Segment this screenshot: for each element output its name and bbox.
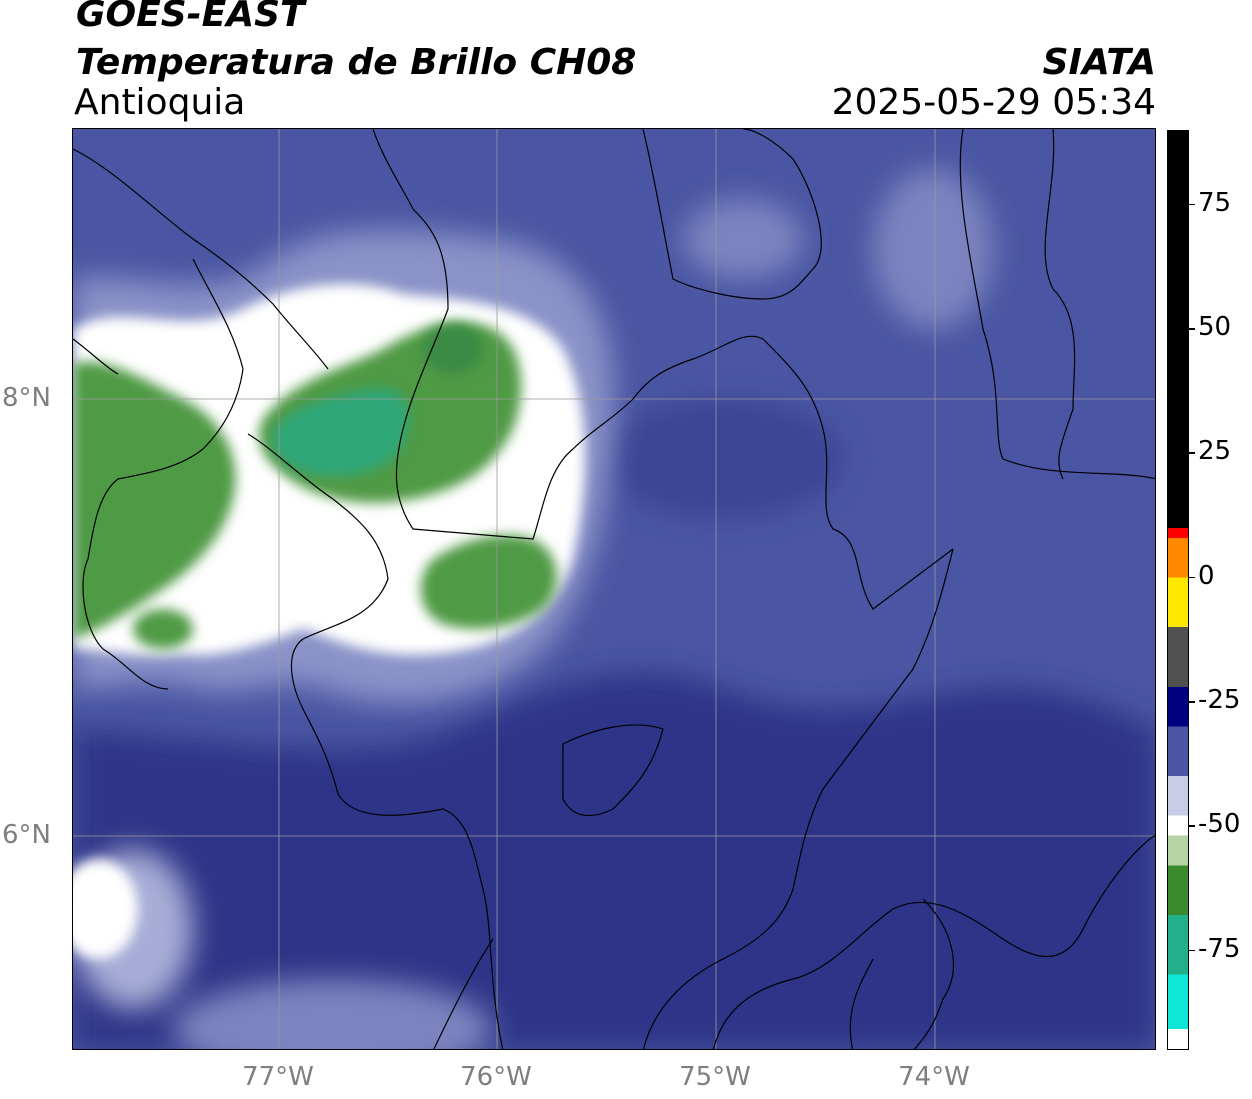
coastline-uraba-west xyxy=(73,148,329,370)
lat-label-8n: 8°N xyxy=(2,383,51,413)
boundary-antioquia-south xyxy=(642,548,954,1049)
timestamp-label: 2025-05-29 05:34 xyxy=(831,82,1156,123)
colorbar-tick-label: 25 xyxy=(1198,436,1232,467)
boundary-cesar xyxy=(1044,129,1076,480)
lon-label-77w: 77°W xyxy=(242,1062,314,1092)
colorbar-tick-mark xyxy=(1189,701,1195,703)
colorbar-tick-mark xyxy=(1189,452,1195,454)
boundary-bolivar-santander xyxy=(959,129,1155,480)
coldest-cloud-teal xyxy=(272,324,483,476)
dark-cloud-field xyxy=(73,399,1155,1049)
colorbar-tick-label: 75 xyxy=(1198,187,1232,218)
colorbar-tick-mark xyxy=(1189,949,1195,952)
lon-label-74w: 74°W xyxy=(898,1062,970,1092)
boundary-caldas-boyaca xyxy=(712,834,1155,1049)
political-boundaries xyxy=(73,129,1155,1049)
graticule xyxy=(73,129,1155,1049)
brightness-temperature-map xyxy=(73,129,1155,1049)
boundary-caldas-interior xyxy=(849,898,954,1049)
product-title: Temperatura de Brillo CH08 xyxy=(76,42,637,83)
satellite-title: GOES-EAST xyxy=(76,0,305,35)
colorbar-tick-label: -25 xyxy=(1198,684,1241,715)
colorbar-tick-mark xyxy=(1189,328,1195,330)
region-subtitle: Antioquia xyxy=(74,82,246,123)
boundary-cordoba-sucre xyxy=(642,129,822,300)
boundary-enclave xyxy=(562,724,664,817)
colorbar-tick-label: -75 xyxy=(1198,933,1241,964)
boundary-antioquia-west xyxy=(247,433,504,1049)
boundary-choco-risaralda xyxy=(433,938,494,1049)
boundary-antioquia-east xyxy=(692,335,954,610)
map-panel xyxy=(72,128,1156,1050)
coastline-fragment xyxy=(73,338,119,375)
colorbar-tick-label: 0 xyxy=(1198,560,1215,591)
boundary-choco-panama xyxy=(82,258,244,690)
lat-label-6n: 6°N xyxy=(2,820,51,850)
colorbar-tick-mark xyxy=(1189,576,1195,579)
colorbar-tick-mark xyxy=(1189,203,1195,206)
lon-label-76w: 76°W xyxy=(460,1062,532,1092)
boundary-antioquia-north xyxy=(372,129,694,540)
colorbar-tick-mark xyxy=(1189,825,1195,827)
colorbar-tick-label: -50 xyxy=(1198,809,1241,840)
lon-label-75w: 75°W xyxy=(679,1062,751,1092)
temperature-colorbar xyxy=(1167,130,1189,1050)
colorbar-tick-label: 50 xyxy=(1198,311,1232,342)
agency-label: SIATA xyxy=(1042,42,1156,83)
